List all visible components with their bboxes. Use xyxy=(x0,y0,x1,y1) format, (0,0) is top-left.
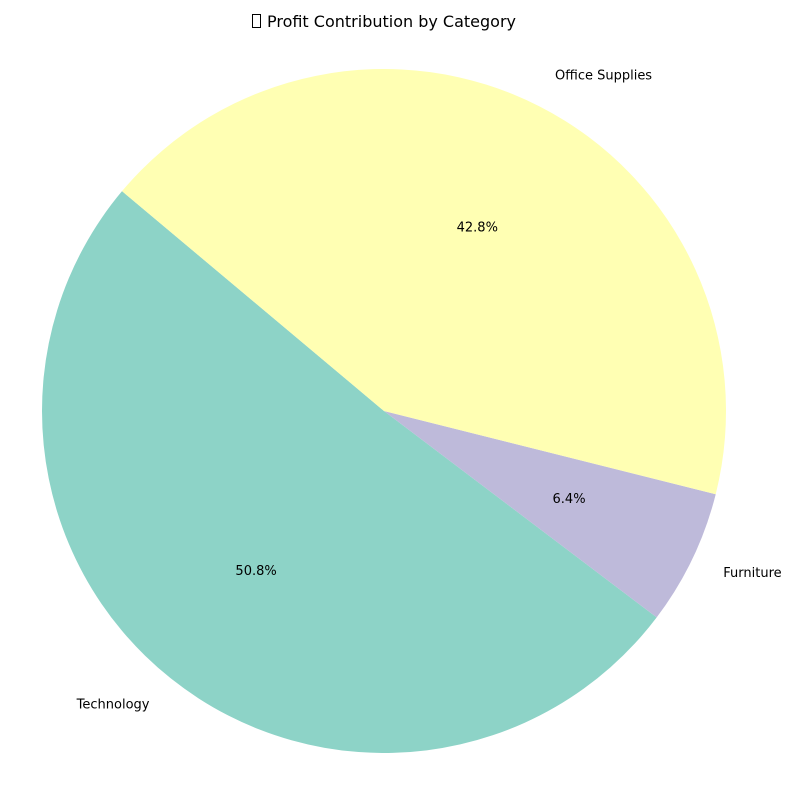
slice-pct-furniture: 6.4% xyxy=(553,492,586,507)
missing-glyph-icon xyxy=(251,14,261,28)
slice-label-furniture: Furniture xyxy=(723,566,781,581)
slice-pct-technology: 50.8% xyxy=(235,564,276,579)
pie-slice-office-supplies xyxy=(122,69,726,495)
pie-slice-furniture xyxy=(384,411,716,618)
chart-title: Profit Contribution by Category xyxy=(266,12,517,31)
slice-label-technology: Technology xyxy=(76,698,150,713)
pie-slice-technology xyxy=(41,191,657,754)
slice-label-office-supplies: Office Supplies xyxy=(555,68,652,83)
chart-title-wrap: Profit Contribution by Category xyxy=(0,12,768,31)
slice-pct-office-supplies: 42.8% xyxy=(457,221,498,236)
